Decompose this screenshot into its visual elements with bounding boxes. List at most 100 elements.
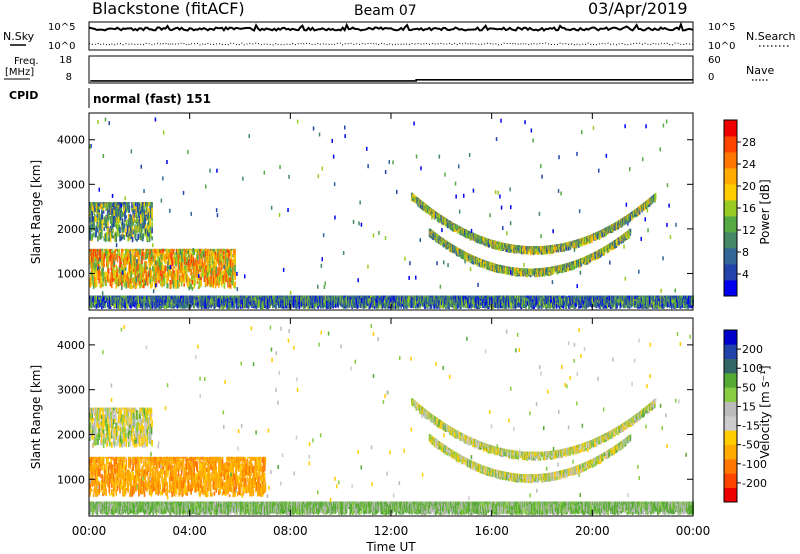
- heatmap-cell: [143, 233, 145, 239]
- freq-tick-top: 18: [59, 55, 72, 66]
- heatmap-cell: [137, 234, 139, 240]
- heatmap-cell: [104, 263, 106, 266]
- heatmap-cell: [178, 283, 180, 288]
- heatmap-cell: [103, 211, 105, 214]
- heatmap-cell: [151, 276, 153, 282]
- heatmap-cell: [234, 281, 236, 285]
- heatmap-cell: [181, 281, 183, 287]
- n-panel-frame: [89, 22, 693, 50]
- heatmap-cell: [99, 266, 101, 269]
- heatmap-cell: [231, 249, 233, 251]
- heatmap-cell: [192, 280, 194, 285]
- heatmap-cell: [151, 208, 153, 219]
- heatmap-cell: [177, 270, 179, 280]
- heatmap-cell: [129, 205, 131, 209]
- nave-tick-top: 60: [708, 55, 721, 66]
- heatmap-cell: [119, 227, 121, 233]
- heatmap-cell: [108, 268, 110, 274]
- heatmap-cell: [112, 228, 114, 232]
- heatmap-cell: [137, 249, 139, 251]
- heatmap-cell: [194, 279, 196, 286]
- heatmap-cell: [140, 217, 142, 224]
- nsearch-tick-top: 10^5: [708, 22, 735, 33]
- heatmap-cell: [174, 252, 176, 258]
- heatmap-cell: [224, 249, 226, 251]
- heatmap-cell: [139, 249, 141, 255]
- beam-title: Beam 07: [354, 3, 417, 19]
- nave-tick-bottom: 0: [708, 72, 714, 83]
- heatmap-cell: [102, 249, 104, 251]
- heatmap-cell: [146, 262, 148, 267]
- station-title: Blackstone (fitACF): [92, 0, 245, 18]
- heatmap-cell: [190, 269, 192, 275]
- heatmap-cell: [154, 255, 156, 261]
- heatmap-cell: [136, 283, 138, 286]
- freq-panel-frame: [89, 56, 693, 83]
- heatmap-cell: [108, 274, 110, 283]
- heatmap-cell: [185, 266, 187, 275]
- nsky-series-line: [89, 25, 693, 31]
- heatmap-cell: [93, 221, 95, 232]
- heatmap-cell: [201, 249, 203, 251]
- freq-series-line: [90, 80, 693, 81]
- heatmap-cell: [173, 266, 175, 269]
- heatmap-cell: [101, 229, 103, 239]
- heatmap-cell: [167, 283, 169, 288]
- heatmap-cell: [234, 286, 236, 289]
- heatmap-cell: [151, 222, 153, 228]
- heatmap-cell: [234, 273, 236, 281]
- heatmap-cell: [200, 280, 202, 286]
- heatmap-cell: [163, 249, 165, 253]
- heatmap-cell: [93, 232, 95, 237]
- heatmap-cell: [117, 268, 119, 278]
- heatmap-cell: [161, 282, 163, 287]
- nsky-tick-top: 10^5: [48, 22, 75, 33]
- cpid-text: normal (fast) 151: [93, 92, 211, 106]
- cpid-label: CPID: [9, 89, 38, 102]
- heatmap-cell: [231, 251, 233, 260]
- heatmap-cell: [172, 261, 174, 266]
- heatmap-cell: [173, 249, 175, 251]
- heatmap-cell: [110, 202, 112, 205]
- heatmap-cell: [170, 285, 172, 289]
- heatmap-cell: [151, 236, 153, 240]
- heatmap-cell: [103, 278, 105, 282]
- heatmap-cell: [200, 258, 202, 267]
- heatmap-cell: [124, 270, 126, 275]
- nsearch-label: N.Search: [746, 30, 796, 43]
- heatmap-cell: [183, 283, 185, 286]
- nsky-tick-bottom: 10^0: [48, 41, 75, 52]
- heatmap-cell: [129, 202, 131, 204]
- nsearch-tick-bottom: 10^0: [708, 41, 735, 52]
- heatmap-cell: [146, 266, 148, 269]
- heatmap-cell: [114, 250, 116, 260]
- heatmap-cell: [234, 255, 236, 265]
- freq-tick-bottom: 8: [66, 72, 72, 83]
- heatmap-cell: [124, 223, 126, 228]
- heatmap-cell: [119, 249, 121, 256]
- heatmap-cell: [143, 249, 145, 251]
- heatmap-cell: [126, 215, 128, 218]
- heatmap-cell: [125, 268, 127, 271]
- nsearch-series-line: [89, 43, 693, 45]
- nsky-label: N.Sky: [3, 30, 35, 43]
- heatmap-cell: [230, 283, 232, 289]
- heatmap-cell: [158, 281, 160, 284]
- heatmap-cell: [96, 281, 98, 287]
- heatmap-cell: [216, 249, 218, 253]
- nave-label: Nave: [746, 64, 774, 77]
- heatmap-cell: [143, 252, 145, 260]
- heatmap-cell: [135, 202, 137, 206]
- freq-unit-label: [MHz]: [5, 67, 34, 78]
- heatmap-cell: [123, 249, 125, 251]
- heatmap-cell: [119, 225, 121, 228]
- power-heatmap-cells: [89, 118, 694, 310]
- date-title: 03/Apr/2019: [588, 0, 688, 18]
- heatmap-cell: [165, 266, 167, 271]
- heatmap-cell: [149, 219, 151, 227]
- freq-label: Freq.: [14, 56, 39, 67]
- heatmap-cell: [138, 255, 140, 261]
- heatmap-cell: [99, 263, 101, 266]
